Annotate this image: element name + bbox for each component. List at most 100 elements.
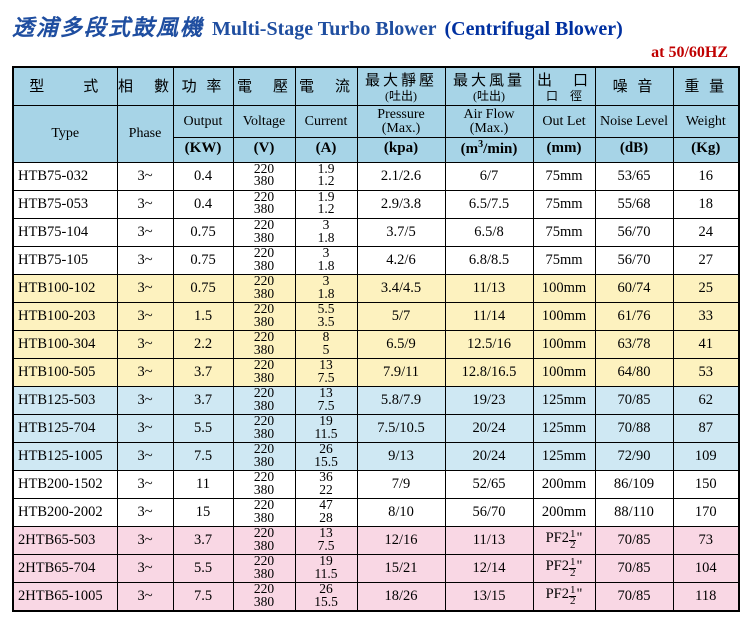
title-frequency: at 50/60HZ <box>12 44 728 62</box>
col-header-cn-7: 出 口口 徑 <box>533 67 595 105</box>
title-row: 透浦多段式鼓風機 Multi-Stage Turbo Blower (Centr… <box>12 10 738 42</box>
cell-airflow: 56/70 <box>445 499 533 527</box>
cell-type: HTB100-203 <box>13 302 117 330</box>
table-row: 2HTB65-7043~5.52203801911.515/2112/14PF2… <box>13 555 739 583</box>
cell-noise: 55/68 <box>595 190 673 218</box>
cell-outlet: 125mm <box>533 442 595 470</box>
cell-current: 1911.5 <box>295 414 357 442</box>
cell-voltage: 220380 <box>233 302 295 330</box>
cell-current: 1911.5 <box>295 555 357 583</box>
cell-pressure: 5/7 <box>357 302 445 330</box>
cell-type: HTB125-503 <box>13 386 117 414</box>
cell-phase: 3~ <box>117 302 173 330</box>
cell-voltage: 220380 <box>233 162 295 190</box>
cell-outlet: 100mm <box>533 274 595 302</box>
cell-current: 137.5 <box>295 358 357 386</box>
cell-current: 5.53.5 <box>295 302 357 330</box>
cell-type: HTB200-2002 <box>13 499 117 527</box>
cell-pressure: 3.4/4.5 <box>357 274 445 302</box>
cell-voltage: 220380 <box>233 218 295 246</box>
cell-airflow: 6.8/8.5 <box>445 246 533 274</box>
cell-noise: 64/80 <box>595 358 673 386</box>
cell-output: 0.75 <box>173 274 233 302</box>
table-row: HTB125-10053~7.52203802615.59/1320/24125… <box>13 442 739 470</box>
table-row: HTB75-0323~0.42203801.91.22.1/2.66/775mm… <box>13 162 739 190</box>
table-row: HTB200-20023~1522038047288/1056/70200mm8… <box>13 499 739 527</box>
cell-output: 1.5 <box>173 302 233 330</box>
cell-pressure: 7.9/11 <box>357 358 445 386</box>
cell-current: 31.8 <box>295 218 357 246</box>
cell-phase: 3~ <box>117 470 173 498</box>
table-body: HTB75-0323~0.42203801.91.22.1/2.66/775mm… <box>13 162 739 611</box>
cell-pressure: 2.1/2.6 <box>357 162 445 190</box>
title-chinese: 透浦多段式鼓風機 <box>12 10 204 42</box>
cell-pressure: 2.9/3.8 <box>357 190 445 218</box>
cell-voltage: 220380 <box>233 414 295 442</box>
col-header-cn-4: 電 流 <box>295 67 357 105</box>
cell-current: 137.5 <box>295 527 357 555</box>
col-header-cn-5: 最大靜壓(吐出) <box>357 67 445 105</box>
table-row: HTB125-5033~3.7220380137.55.8/7.919/2312… <box>13 386 739 414</box>
cell-noise: 86/109 <box>595 470 673 498</box>
cell-noise: 70/85 <box>595 583 673 612</box>
cell-weight: 62 <box>673 386 739 414</box>
col-header-unit-4: (A) <box>295 137 357 162</box>
cell-type: HTB75-032 <box>13 162 117 190</box>
cell-phase: 3~ <box>117 442 173 470</box>
cell-phase: 3~ <box>117 330 173 358</box>
cell-airflow: 19/23 <box>445 386 533 414</box>
cell-outlet: PF212" <box>533 555 595 583</box>
cell-pressure: 5.8/7.9 <box>357 386 445 414</box>
cell-weight: 104 <box>673 555 739 583</box>
table-row: 2HTB65-10053~7.52203802615.518/2613/15PF… <box>13 583 739 612</box>
cell-outlet: PF212" <box>533 583 595 612</box>
cell-output: 3.7 <box>173 527 233 555</box>
cell-voltage: 220380 <box>233 190 295 218</box>
cell-outlet: 75mm <box>533 246 595 274</box>
cell-current: 2615.5 <box>295 583 357 612</box>
cell-current: 1.91.2 <box>295 190 357 218</box>
cell-airflow: 12.8/16.5 <box>445 358 533 386</box>
cell-output: 5.5 <box>173 414 233 442</box>
cell-output: 2.2 <box>173 330 233 358</box>
col-header-en-9: Weight <box>673 105 739 137</box>
col-header-en-2: Output <box>173 105 233 137</box>
cell-output: 0.75 <box>173 218 233 246</box>
table-row: HTB75-1053~0.7522038031.84.2/66.8/8.575m… <box>13 246 739 274</box>
col-header-en-1: Phase <box>117 105 173 162</box>
cell-output: 3.7 <box>173 358 233 386</box>
col-header-unit-3: (V) <box>233 137 295 162</box>
title-subtitle: (Centrifugal Blower) <box>444 18 622 41</box>
cell-voltage: 220380 <box>233 358 295 386</box>
cell-type: HTB75-105 <box>13 246 117 274</box>
cell-outlet: 125mm <box>533 386 595 414</box>
cell-noise: 88/110 <box>595 499 673 527</box>
cell-current: 85 <box>295 330 357 358</box>
cell-noise: 70/85 <box>595 555 673 583</box>
cell-outlet: 100mm <box>533 330 595 358</box>
col-header-en-7: Out Let <box>533 105 595 137</box>
cell-pressure: 7.5/10.5 <box>357 414 445 442</box>
col-header-cn-9: 重 量 <box>673 67 739 105</box>
cell-type: HTB200-1502 <box>13 470 117 498</box>
cell-weight: 41 <box>673 330 739 358</box>
table-row: HTB125-7043~5.52203801911.57.5/10.520/24… <box>13 414 739 442</box>
cell-phase: 3~ <box>117 499 173 527</box>
cell-noise: 61/76 <box>595 302 673 330</box>
cell-voltage: 220380 <box>233 274 295 302</box>
table-header: 型 式相 數功 率電 壓電 流最大靜壓(吐出)最大風量(吐出)出 口口 徑噪 音… <box>13 67 739 162</box>
cell-weight: 87 <box>673 414 739 442</box>
cell-weight: 24 <box>673 218 739 246</box>
title-english: Multi-Stage Turbo Blower <box>212 18 436 41</box>
cell-output: 5.5 <box>173 555 233 583</box>
cell-output: 11 <box>173 470 233 498</box>
cell-phase: 3~ <box>117 527 173 555</box>
col-header-unit-2: (KW) <box>173 137 233 162</box>
col-header-unit-5: (kpa) <box>357 137 445 162</box>
cell-phase: 3~ <box>117 555 173 583</box>
cell-weight: 33 <box>673 302 739 330</box>
cell-pressure: 12/16 <box>357 527 445 555</box>
col-header-en-8: Noise Level <box>595 105 673 137</box>
cell-airflow: 12/14 <box>445 555 533 583</box>
cell-output: 15 <box>173 499 233 527</box>
